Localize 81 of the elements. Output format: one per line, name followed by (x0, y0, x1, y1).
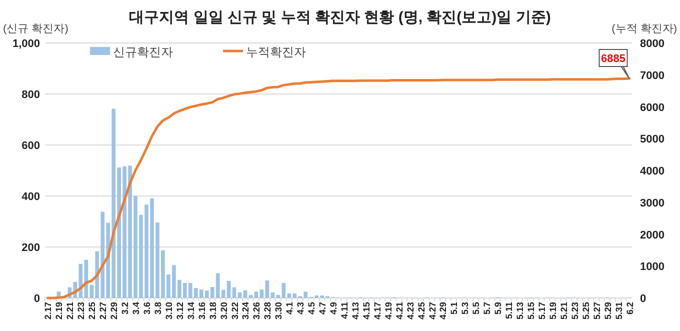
x-tick-label: 2.23 (76, 302, 86, 320)
y2-tick-label: 5000 (640, 134, 664, 146)
x-tick-label: 5.21 (558, 302, 569, 320)
y2-tick-label: 0 (640, 293, 646, 305)
x-tick-label: 4.21 (394, 302, 404, 320)
legend-label: 누적확진자 (246, 45, 306, 59)
x-tick-label: 3.24 (240, 302, 251, 320)
y-tick-label: 400 (22, 191, 40, 203)
y2-tick-label: 6000 (640, 102, 664, 114)
x-tick-label: 4.9 (328, 302, 339, 315)
bar (226, 280, 231, 298)
x-tick-label: 3.8 (152, 302, 163, 315)
x-tick-label: 5.19 (548, 302, 558, 320)
x-tick-label: 4.11 (339, 302, 350, 320)
x-tick-label: 5.31 (614, 302, 624, 320)
x-tick-label: 4.23 (405, 302, 416, 320)
y2-tick-label: 7000 (640, 70, 664, 82)
x-tick-label: 5.9 (493, 302, 504, 315)
x-tick-label: 2.25 (87, 302, 98, 320)
x-tick-label: 3.28 (262, 302, 273, 320)
x-tick-label: 4.29 (438, 302, 448, 320)
y-tick-label: 0 (34, 293, 40, 305)
x-tick-label: 5.27 (592, 302, 602, 320)
x-tick-label: 3.4 (131, 302, 142, 315)
x-tick-label: 2.19 (54, 302, 64, 320)
bar (238, 292, 242, 298)
x-tick-label: 2.21 (65, 302, 76, 320)
x-tick-label: 3.10 (164, 302, 174, 320)
x-tick-label: 4.19 (383, 302, 394, 320)
x-tick-label: 5.5 (471, 302, 482, 315)
y2-tick-label: 8000 (640, 38, 664, 50)
x-tick-label: 3.12 (174, 302, 185, 320)
legend-label: 신규확진자 (113, 45, 173, 59)
x-tick-label: 5.7 (482, 302, 492, 315)
chart-title: 대구지역 일일 신규 및 누적 확진자 현황 (명, 확진(보고)일 기준) (129, 9, 551, 26)
x-tick-label: 3.16 (196, 302, 207, 320)
x-tick-label: 3.6 (142, 302, 152, 315)
x-tick-label: 5.3 (460, 302, 470, 315)
y-tick-label: 1,000 (12, 38, 40, 50)
x-tick-label: 6.2 (624, 302, 635, 315)
x-tick-label: 4.7 (318, 302, 328, 315)
y-axis-title: (신규 확진자) (3, 23, 68, 35)
x-tick-label: 5.29 (602, 302, 613, 320)
x-tick-label: 5.25 (580, 302, 591, 320)
x-tick-label: 5.13 (515, 302, 526, 320)
y-tick-label: 800 (22, 89, 40, 101)
x-tick-label: 4.5 (306, 302, 317, 315)
x-tick-label: 4.25 (416, 302, 426, 320)
x-tick-label: 5.11 (504, 302, 514, 320)
y-tick-label: 600 (22, 140, 40, 152)
x-tick-label: 5.15 (526, 302, 536, 320)
bar (216, 273, 220, 298)
x-tick-label: 4.1 (284, 302, 295, 315)
x-tick-label: 4.15 (361, 302, 372, 320)
x-tick-label: 3.30 (274, 302, 284, 320)
y-tick-label: 200 (22, 242, 40, 254)
y2-tick-label: 3000 (640, 197, 664, 210)
bar (260, 290, 264, 298)
x-tick-label: 4.17 (372, 302, 382, 320)
x-tick-label: 3.2 (120, 302, 130, 315)
x-tick-label: 5.1 (449, 302, 460, 315)
x-tick-label: 3.20 (218, 302, 229, 320)
x-tick-label: 5.17 (536, 302, 547, 320)
bar (254, 292, 258, 298)
x-tick-label: 4.13 (350, 302, 360, 320)
x-tick-label: 4.27 (427, 302, 438, 320)
y2-tick-label: 2000 (640, 229, 664, 242)
x-tick-label: 2.27 (98, 302, 108, 320)
x-tick-label: 5.23 (570, 302, 580, 320)
x-tick-label: 3.26 (252, 302, 262, 320)
data-label: 6885 (601, 53, 626, 66)
x-tick-label: 4.3 (296, 302, 306, 315)
y2-tick-label: 4000 (640, 166, 664, 178)
x-tick-label: 3.22 (230, 302, 240, 320)
x-tick-label: 2.29 (109, 302, 120, 320)
x-tick-label: 3.14 (186, 302, 196, 320)
x-tick-label: 2.17 (43, 302, 54, 320)
bar (221, 290, 226, 298)
y2-axis-title: (누적 확진자) (612, 23, 677, 35)
y2-tick-label: 1000 (640, 261, 664, 274)
x-tick-label: 3.18 (208, 302, 218, 320)
